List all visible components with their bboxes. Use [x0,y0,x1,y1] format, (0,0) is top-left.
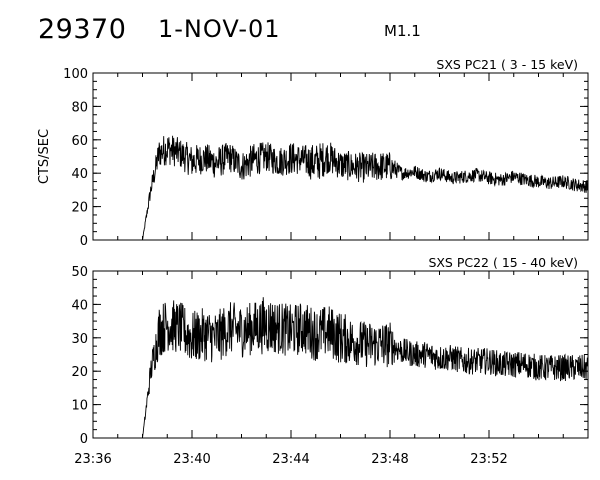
series-line-1-1 [142,135,589,241]
x-tick-label-0: 23:36 [74,452,111,467]
y-tick-label-1-5: 100 [63,67,88,82]
y-axis-label: CTS/SEC [37,129,52,184]
x-tick-label-1: 23:40 [173,452,210,467]
y-tick-label-2-0: 0 [80,432,88,447]
flare-class: M1.1 [384,22,421,40]
y-tick-label-2-5: 50 [71,265,88,280]
x-tick-label-4: 23:52 [470,452,507,467]
y-tick-label-1-4: 80 [71,100,88,115]
y-tick-label-2-4: 40 [71,298,88,313]
x-tick-label-3: 23:48 [371,452,408,467]
event-id: 29370 [38,14,127,45]
y-tick-label-2-1: 10 [71,399,88,414]
y-tick-label-1-3: 60 [71,134,88,149]
panel-title-2: SXS PC22 ( 15 - 40 keV) [428,255,578,270]
series-line-2-1 [142,297,589,439]
y-tick-label-1-0: 0 [80,234,88,249]
y-tick-label-1-1: 20 [71,201,88,216]
observation-date: 1-NOV-01 [158,15,281,43]
y-tick-label-2-3: 30 [71,332,88,347]
panel-title-1: SXS PC21 ( 3 - 15 keV) [436,57,578,72]
y-tick-label-1-2: 40 [71,167,88,182]
x-tick-label-2: 23:44 [272,452,309,467]
y-tick-label-2-2: 20 [71,365,88,380]
